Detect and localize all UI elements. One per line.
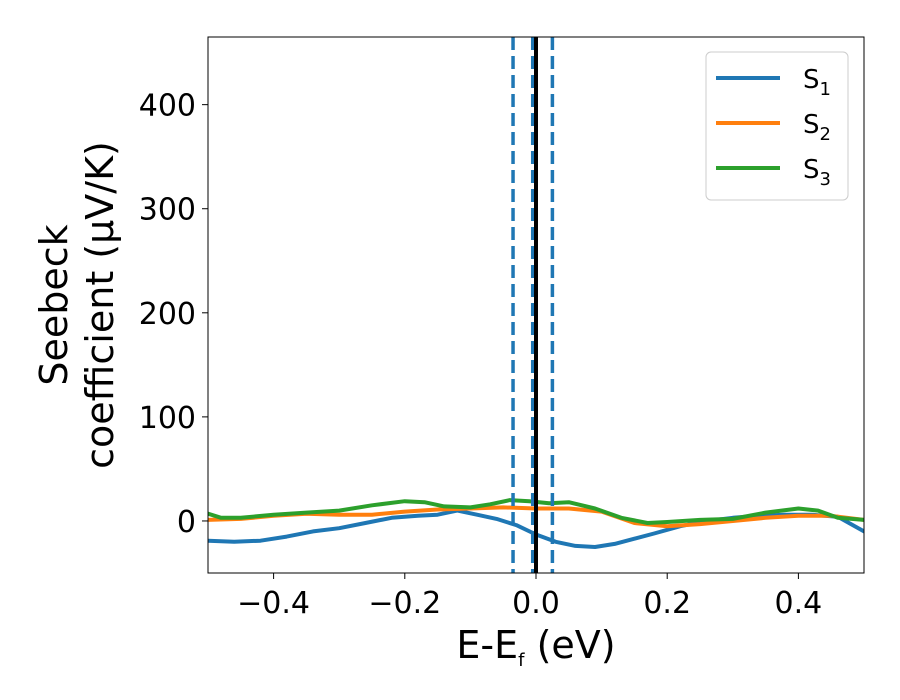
legend-label-1: S1	[803, 65, 831, 100]
legend-label-3-sub: 3	[820, 169, 831, 190]
legend-label-2-sub: 2	[820, 124, 831, 145]
legend-label-1-sub: 1	[820, 79, 831, 100]
x-tick-label-5: 0.4	[775, 586, 823, 621]
legend-box	[705, 51, 849, 201]
legend-label-3: S3	[803, 155, 831, 190]
legend-label-2: S2	[803, 110, 831, 145]
y-axis-title-line1: Seebeck	[32, 224, 76, 385]
legend-label-3-main: S	[803, 155, 820, 185]
y-axis-title-line2: coefficient (μV/K)	[78, 141, 122, 469]
x-tick-label-4: 0.2	[643, 586, 691, 621]
y-tick-label-5: 400	[139, 89, 196, 124]
x-axis-title: E-Ef (eV)	[456, 623, 615, 671]
x-tick-label-3: 0.0	[512, 586, 560, 621]
y-tick-label-1: 0	[177, 505, 196, 540]
x-axis-title-tail: (eV)	[524, 623, 615, 667]
y-tick-label-3: 200	[139, 297, 196, 332]
y-axis-title: Seebeck coefficient (μV/K)	[32, 141, 122, 469]
x-tick-label-2: −0.2	[368, 586, 441, 621]
y-axis: 0 100 200 300 400	[139, 89, 208, 540]
x-axis-title-sub: f	[518, 650, 525, 671]
x-axis: −0.4 −0.2 0.0 0.2 0.4	[237, 573, 822, 621]
x-axis-title-main: E-E	[456, 623, 518, 667]
legend-label-2-main: S	[803, 110, 820, 140]
y-tick-label-2: 100	[139, 401, 196, 436]
series-line-3	[208, 498, 864, 525]
plot-area	[208, 37, 864, 573]
legend-label-1-main: S	[803, 65, 820, 95]
x-tick-label-1: −0.4	[237, 586, 310, 621]
y-tick-label-4: 300	[139, 193, 196, 228]
